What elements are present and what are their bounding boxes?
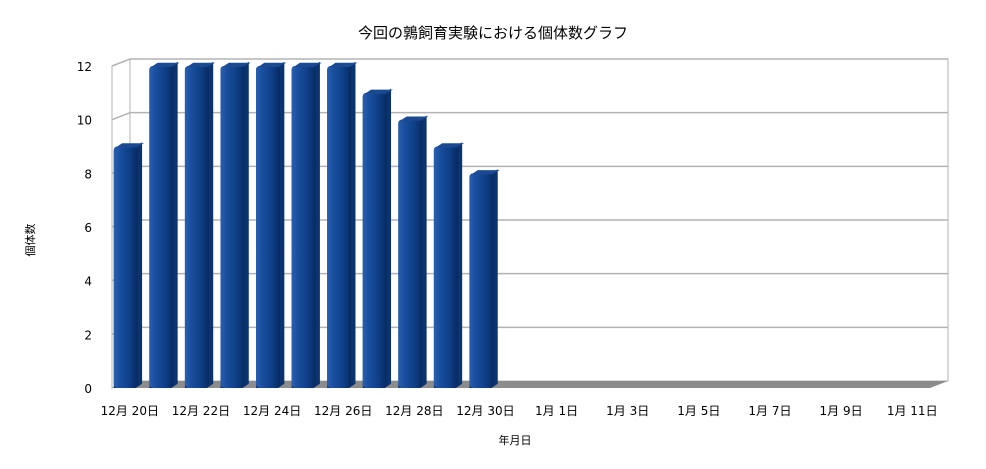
bar-front xyxy=(184,66,209,388)
y-tick-label: 6 xyxy=(84,221,92,235)
x-tick-label: 1月 5日 xyxy=(677,404,720,418)
x-tick-label: 12月 22日 xyxy=(172,404,230,418)
bar xyxy=(469,169,500,388)
bar-top xyxy=(329,62,358,67)
y-tick-label: 0 xyxy=(84,382,92,396)
x-tick-label: 12月 26日 xyxy=(314,404,372,418)
bar xyxy=(220,61,251,389)
bar-front xyxy=(469,173,494,388)
bar-front xyxy=(149,66,174,388)
x-axis-title: 年月日 xyxy=(499,433,532,447)
bar-top xyxy=(258,62,287,67)
x-tick-label: 12月 28日 xyxy=(385,404,443,418)
bar-front xyxy=(113,146,138,388)
bar-top xyxy=(293,62,322,67)
bar xyxy=(291,61,322,389)
x-tick-label: 12月 30日 xyxy=(456,404,514,418)
bar-top xyxy=(400,116,429,121)
bar xyxy=(184,61,216,389)
bar xyxy=(327,61,358,389)
plot-floor xyxy=(112,381,948,388)
bar-top xyxy=(364,89,394,94)
bar xyxy=(398,115,429,389)
bar-top xyxy=(435,143,465,148)
y-tick-label: 2 xyxy=(84,328,92,342)
y-tick-label: 4 xyxy=(84,275,92,289)
bar-top xyxy=(186,62,216,67)
bar xyxy=(149,61,180,389)
x-tick-label: 1月 1日 xyxy=(535,404,578,418)
bar xyxy=(433,142,465,388)
bar-front xyxy=(433,146,458,388)
x-tick-label: 1月 3日 xyxy=(606,404,649,418)
x-tick-label: 1月 11日 xyxy=(887,404,938,418)
x-tick-label: 1月 9日 xyxy=(820,404,863,418)
bar-front xyxy=(220,66,245,388)
x-tick-label: 1月 7日 xyxy=(748,404,791,418)
bar-front xyxy=(327,66,352,388)
bar-front xyxy=(398,119,423,389)
y-tick-label: 12 xyxy=(77,60,92,74)
bar xyxy=(362,88,394,388)
bar-front xyxy=(256,66,281,388)
bar-top xyxy=(471,170,500,175)
y-tick-label: 8 xyxy=(84,167,92,181)
bar-top xyxy=(151,62,180,67)
bar-front xyxy=(291,66,316,388)
bar xyxy=(256,61,287,389)
x-tick-label: 12月 20日 xyxy=(101,404,159,418)
x-tick-label: 12月 24日 xyxy=(243,404,301,418)
bar-top xyxy=(115,143,145,148)
bar-top xyxy=(222,62,251,67)
bar-front xyxy=(362,92,387,388)
y-tick-label: 10 xyxy=(77,114,92,128)
y-axis-title: 個体数 xyxy=(23,224,37,257)
gridline xyxy=(111,111,948,121)
gridline xyxy=(111,58,948,67)
bar xyxy=(113,142,145,388)
chart-title: 今回の鶉飼育実験における個体数グラフ xyxy=(358,24,628,42)
